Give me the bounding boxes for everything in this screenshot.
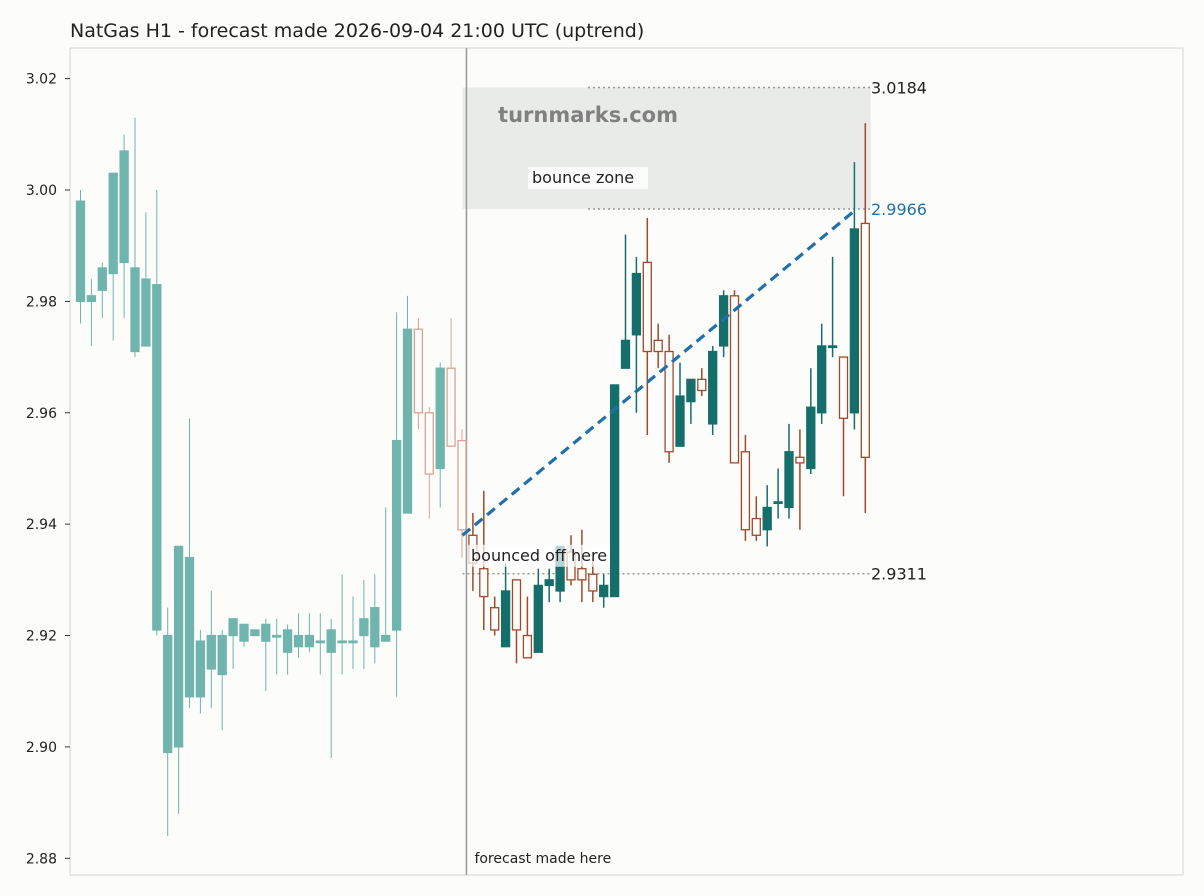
candle-body-up xyxy=(315,640,325,644)
candle-body-up xyxy=(849,228,860,414)
candle-body-up xyxy=(184,556,195,698)
level-label: 3.0184 xyxy=(871,79,927,98)
candle-body-up xyxy=(609,384,620,598)
candle-body-up xyxy=(533,584,543,653)
candle-body-up xyxy=(675,395,685,447)
candle-body-down xyxy=(588,573,598,592)
candle-body-down xyxy=(511,579,522,631)
bounce-zone-label-bg xyxy=(528,167,648,190)
y-tick-label: 2.96 xyxy=(26,406,57,422)
candle-body-down xyxy=(577,568,587,581)
level-label: 2.9311 xyxy=(871,565,927,584)
candle-body-up xyxy=(97,267,107,291)
candle-body-up xyxy=(282,629,293,653)
candle-body-down xyxy=(642,261,652,353)
candle-body-down xyxy=(860,222,870,458)
candle-body-up xyxy=(762,506,772,531)
candle-body-up xyxy=(293,634,304,648)
forecast-marker-label: forecast made here xyxy=(474,851,611,867)
candle-body-up xyxy=(119,150,129,264)
candle-body-up xyxy=(163,634,173,754)
candle-body-down xyxy=(413,328,424,414)
plot-frame xyxy=(69,47,1184,876)
y-tick-label: 3.02 xyxy=(26,72,57,88)
candle-body-up xyxy=(108,172,118,275)
candle-body-up xyxy=(435,367,445,470)
candle-body-up xyxy=(631,272,642,336)
candle-body-down xyxy=(446,367,456,447)
candle-body-up xyxy=(206,634,216,670)
candle-body-down xyxy=(479,568,489,598)
candle-body-up xyxy=(817,345,827,414)
level-label: 2.9966 xyxy=(871,200,927,219)
y-tick-label: 3.00 xyxy=(26,183,57,199)
candle-body-up xyxy=(337,640,347,644)
candle-body-up xyxy=(304,634,315,648)
candle-body-up xyxy=(130,267,140,353)
y-tick-label: 2.90 xyxy=(26,740,57,756)
candle-body-up xyxy=(86,295,97,303)
candle-body-up xyxy=(391,439,402,631)
candle-body-up xyxy=(686,378,696,403)
candle-body-up xyxy=(402,328,413,514)
bounce-note-bg xyxy=(468,544,610,567)
candle-body-up xyxy=(261,623,271,642)
y-tick-label: 2.92 xyxy=(26,629,57,645)
candle-body-down xyxy=(729,295,740,464)
candle-body-down xyxy=(490,607,500,631)
candle-body-up xyxy=(500,590,511,648)
y-tick-label: 2.94 xyxy=(26,517,57,533)
candle-body-down xyxy=(457,439,467,531)
candle-body-down xyxy=(740,451,751,531)
candle-body-up xyxy=(239,623,249,642)
candle-body-down xyxy=(522,634,533,659)
candle-body-down xyxy=(697,378,707,392)
candle-body-down xyxy=(664,350,674,453)
y-tick-label: 2.88 xyxy=(26,851,57,867)
candle-body-up xyxy=(806,406,816,470)
candle-body-up xyxy=(173,545,184,748)
candle-body-up xyxy=(620,339,631,369)
candle-body-up xyxy=(784,451,794,509)
candle-body-up xyxy=(152,284,162,631)
candle-body-up xyxy=(326,629,336,653)
candle-body-up xyxy=(75,200,86,303)
candle-body-up xyxy=(773,501,783,505)
bounce-zone-label: bounce zone xyxy=(532,168,634,187)
y-tick-label: 2.98 xyxy=(26,294,57,310)
candle-body-up xyxy=(370,607,380,648)
candle-body-up xyxy=(272,634,282,638)
candle-body-up xyxy=(195,640,206,698)
watermark: turnmarks.com xyxy=(498,103,678,127)
trend-line xyxy=(461,207,858,537)
candle-body-down xyxy=(653,339,663,353)
candle-body-down xyxy=(424,412,434,475)
candle-body-up xyxy=(250,629,260,637)
candle-body-up xyxy=(544,579,554,587)
candle-body-up xyxy=(359,618,369,637)
candle-body-up xyxy=(217,634,227,676)
bounce-note: bounced off here xyxy=(471,546,607,565)
candle-body-down xyxy=(751,517,761,536)
candle-body-down xyxy=(838,356,849,419)
candle-body-up xyxy=(141,278,151,347)
candle-body-down xyxy=(795,456,805,464)
candle-body-up xyxy=(348,640,358,644)
candle-body-up xyxy=(827,345,838,349)
candle-body-up xyxy=(599,584,609,598)
chart-title: NatGas H1 - forecast made 2026-09-04 21:… xyxy=(70,20,645,42)
candle-body-up xyxy=(228,618,238,637)
candle-body-up xyxy=(708,350,718,425)
candle-body-up xyxy=(381,634,391,642)
